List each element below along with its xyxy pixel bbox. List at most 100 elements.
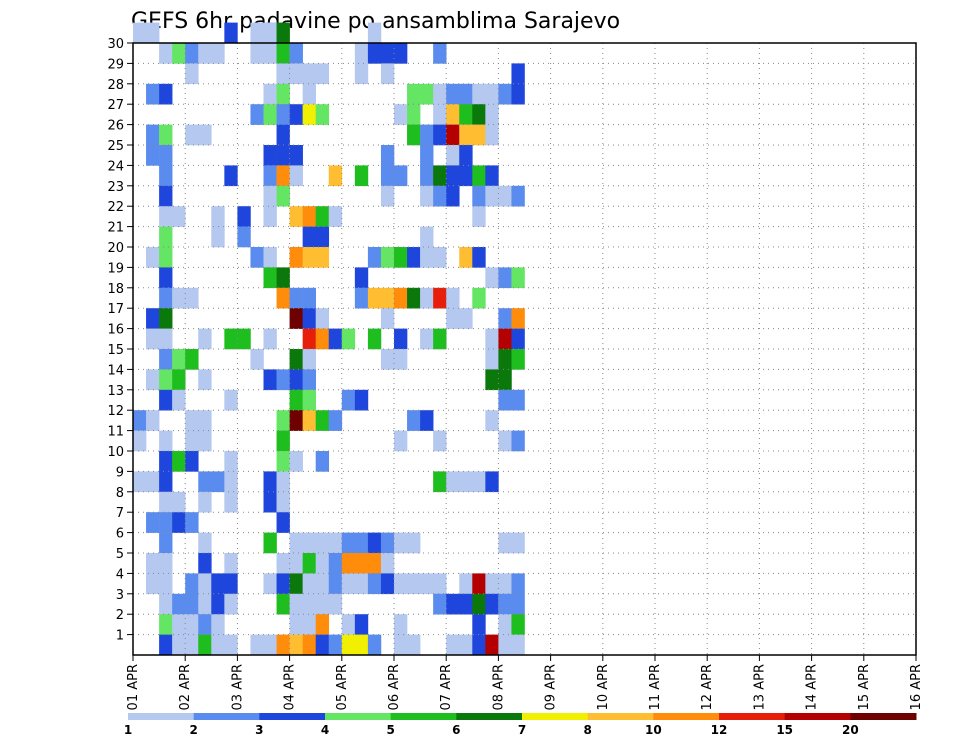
y-tick-label: 26 bbox=[107, 119, 124, 134]
heatmap-cell bbox=[302, 553, 316, 574]
heatmap-cell bbox=[433, 165, 447, 187]
heatmap-cell bbox=[289, 145, 303, 166]
heatmap-cell bbox=[459, 83, 473, 105]
heatmap-cell bbox=[185, 451, 199, 472]
heatmap-cell bbox=[198, 614, 212, 635]
heatmap-cell bbox=[276, 410, 290, 431]
heatmap-cell bbox=[224, 165, 238, 187]
heatmap-cell bbox=[394, 165, 408, 187]
colorbar-swatch bbox=[390, 713, 457, 720]
colorbar-swatch bbox=[653, 713, 720, 720]
heatmap-cell bbox=[446, 185, 460, 207]
colorbar-label: 3 bbox=[255, 723, 263, 737]
heatmap-cell bbox=[498, 532, 512, 554]
heatmap-cell bbox=[146, 410, 160, 431]
x-tick-label: 02 APR bbox=[178, 664, 193, 710]
heatmap-cell bbox=[498, 369, 512, 391]
heatmap-cell bbox=[224, 451, 238, 472]
heatmap-cell bbox=[159, 614, 173, 635]
heatmap-cell bbox=[302, 532, 316, 554]
heatmap-cell bbox=[472, 165, 486, 187]
heatmap-cell bbox=[263, 267, 277, 289]
heatmap-cell bbox=[420, 226, 434, 248]
heatmap-cell bbox=[472, 634, 486, 656]
heatmap-cell bbox=[433, 104, 447, 125]
heatmap-cell bbox=[328, 410, 343, 431]
heatmap-cell bbox=[185, 430, 199, 452]
heatmap-cell bbox=[224, 634, 238, 656]
colorbar-label: 7 bbox=[518, 723, 526, 737]
x-tick-label: 08 APR bbox=[491, 664, 506, 710]
y-tick-label: 1 bbox=[116, 629, 124, 644]
heatmap-cell bbox=[472, 83, 486, 105]
heatmap-cell bbox=[446, 593, 460, 615]
heatmap-cell bbox=[263, 328, 277, 350]
heatmap-cell bbox=[380, 532, 395, 554]
heatmap-cell bbox=[159, 369, 173, 391]
heatmap-cell bbox=[263, 22, 277, 44]
heatmap-cell bbox=[472, 124, 486, 146]
heatmap-cell bbox=[498, 614, 512, 635]
heatmap-cell bbox=[328, 532, 343, 554]
heatmap-cell bbox=[133, 430, 147, 452]
heatmap-cell bbox=[289, 369, 303, 391]
heatmap-cell bbox=[302, 573, 316, 595]
heatmap-cell bbox=[315, 328, 330, 350]
heatmap-cell bbox=[394, 430, 408, 452]
heatmap-cell bbox=[302, 349, 316, 370]
heatmap-cell bbox=[511, 389, 525, 411]
heatmap-cell bbox=[498, 185, 512, 207]
heatmap-cell bbox=[498, 308, 512, 329]
heatmap-cell bbox=[433, 124, 447, 146]
heatmap-cell bbox=[289, 247, 303, 268]
heatmap-cell bbox=[289, 349, 303, 370]
heatmap-cell bbox=[472, 104, 486, 125]
heatmap-cell bbox=[146, 369, 160, 391]
heatmap-cell bbox=[380, 349, 395, 370]
heatmap-cell bbox=[459, 104, 473, 125]
heatmap-cell bbox=[328, 553, 343, 574]
heatmap-cell bbox=[394, 247, 408, 268]
heatmap-cell bbox=[394, 43, 408, 64]
x-tick-label: 06 APR bbox=[387, 664, 402, 710]
y-tick-label: 18 bbox=[107, 282, 124, 297]
heatmap-cell bbox=[302, 389, 316, 411]
heatmap-cell bbox=[315, 593, 330, 615]
y-tick-label: 25 bbox=[107, 139, 124, 154]
heatmap-cell bbox=[485, 471, 499, 493]
heatmap-cell bbox=[302, 614, 316, 635]
heatmap-cell bbox=[159, 471, 173, 493]
heatmap-cell bbox=[472, 573, 486, 595]
heatmap-cell bbox=[198, 471, 212, 493]
cells-layer bbox=[133, 22, 525, 656]
heatmap-cell bbox=[198, 553, 212, 574]
heatmap-cell bbox=[159, 328, 173, 350]
heatmap-cell bbox=[485, 634, 499, 656]
heatmap-cell bbox=[459, 593, 473, 615]
heatmap-cell bbox=[498, 267, 512, 289]
heatmap-cell bbox=[211, 573, 225, 595]
y-tick-label: 5 bbox=[116, 547, 124, 562]
x-tick-label: 09 APR bbox=[544, 664, 559, 710]
heatmap-cell bbox=[172, 389, 186, 411]
heatmap-cell bbox=[498, 328, 512, 350]
heatmap-cell bbox=[315, 247, 330, 268]
heatmap-cell bbox=[133, 471, 147, 493]
heatmap-cell bbox=[276, 634, 290, 656]
heatmap-cell bbox=[302, 287, 316, 309]
heatmap-cell bbox=[367, 287, 382, 309]
heatmap-cell bbox=[276, 124, 290, 146]
heatmap-cell bbox=[276, 287, 290, 309]
heatmap-cell bbox=[354, 63, 369, 85]
heatmap-cell bbox=[420, 247, 434, 268]
heatmap-cell bbox=[172, 287, 186, 309]
heatmap-cell bbox=[498, 349, 512, 370]
y-tick-label: 20 bbox=[107, 241, 124, 256]
heatmap-cell bbox=[472, 614, 486, 635]
y-tick-label: 30 bbox=[107, 37, 124, 52]
heatmap-cell bbox=[263, 104, 277, 125]
heatmap-cell bbox=[407, 634, 421, 656]
heatmap-cell bbox=[263, 206, 277, 227]
heatmap-cell bbox=[211, 206, 225, 227]
colorbar-swatch bbox=[784, 713, 851, 720]
